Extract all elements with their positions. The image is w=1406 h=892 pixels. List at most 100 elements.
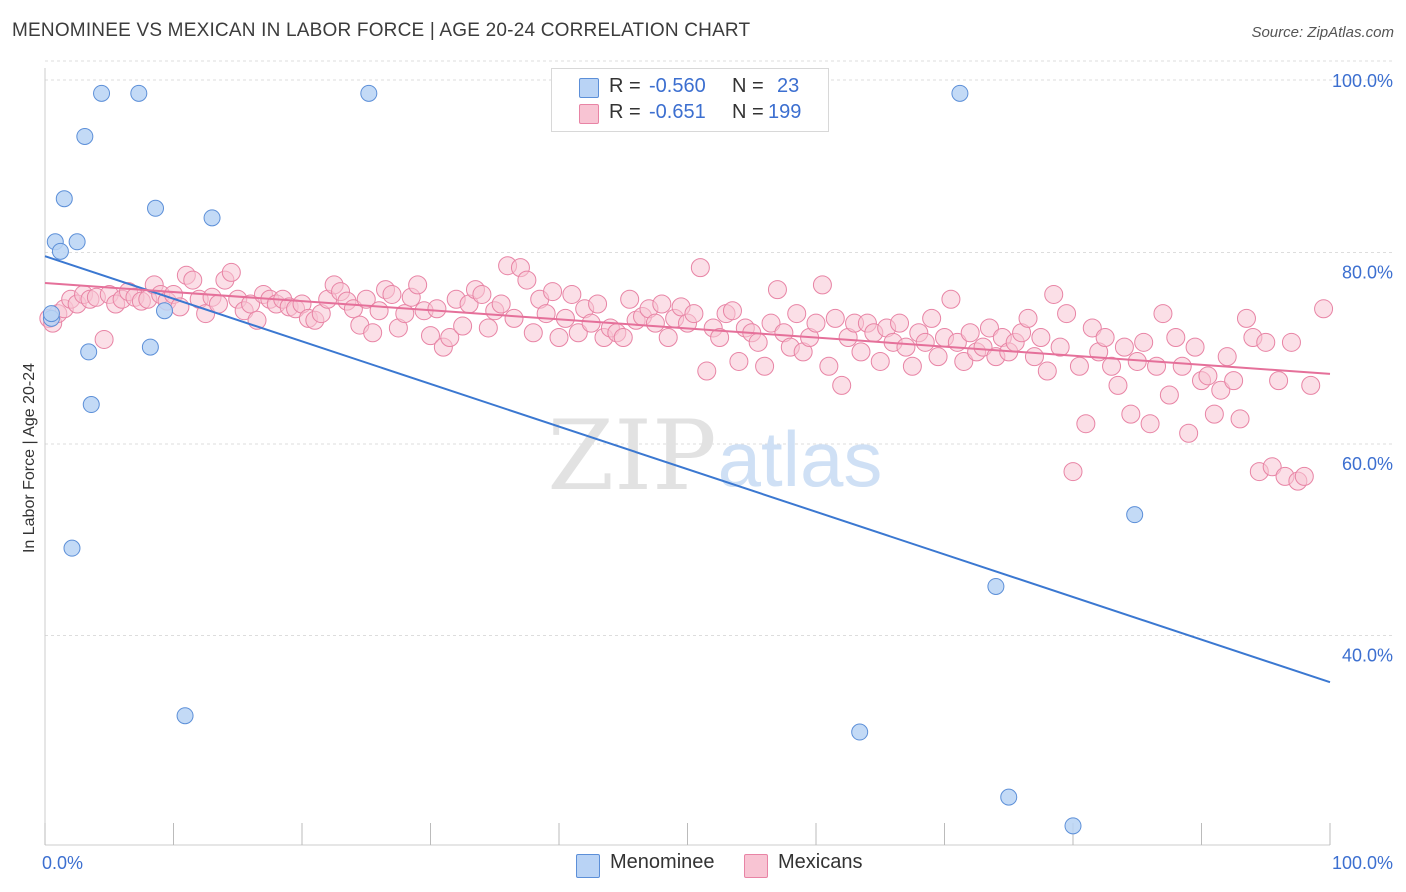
mexican-point	[729, 351, 749, 371]
x-tick-label: 0.0%	[42, 853, 83, 873]
menominee-point	[951, 84, 969, 102]
mexican-point	[870, 351, 890, 371]
axes	[44, 68, 1331, 846]
mexican-point	[787, 304, 807, 324]
menominee-trend-line	[44, 255, 1331, 684]
y-axis-label: In Labor Force | Age 20-24	[21, 362, 38, 554]
mexican-point	[1172, 356, 1192, 376]
tick-labels: 40.0% 60.0% 80.0% 100.0% 0.0% 100.0%	[42, 71, 1393, 873]
mexican-point	[825, 308, 845, 328]
mexican-point	[588, 294, 608, 314]
menominee-point	[851, 723, 869, 741]
mexican-point	[1063, 462, 1083, 482]
mexican-point	[208, 294, 228, 314]
n-value: 23	[777, 75, 800, 97]
mexican-point	[1024, 347, 1044, 367]
menominee-point	[51, 242, 69, 260]
mexican-point	[504, 308, 524, 328]
mexican-point	[690, 258, 710, 278]
menominee-point	[203, 209, 221, 227]
mexican-point	[1217, 347, 1237, 367]
mexican-point	[1095, 328, 1115, 348]
mexican-point	[241, 294, 261, 314]
mexican-point	[581, 313, 601, 333]
menominee-point	[93, 84, 111, 102]
mexican-point	[1256, 332, 1276, 352]
mexican-point	[748, 332, 768, 352]
mexican-point	[472, 284, 492, 304]
menominee-point	[63, 539, 81, 557]
mexican-point	[941, 289, 961, 309]
mexican-point	[915, 332, 935, 352]
n-label: N =	[732, 101, 764, 123]
y-tick-label: 80.0%	[1342, 263, 1393, 283]
mexican-point	[543, 282, 563, 302]
mexican-point	[722, 301, 742, 321]
mexican-point	[1147, 356, 1167, 376]
mexican-point	[523, 323, 543, 343]
x-tick-label: 100.0%	[1332, 853, 1393, 873]
mexican-point	[536, 304, 556, 324]
mexican-point	[710, 328, 730, 348]
mexican-point	[1108, 375, 1128, 395]
legend-swatch-mexicans	[744, 854, 768, 878]
mexican-point	[1134, 332, 1154, 352]
menominee-point	[156, 302, 174, 320]
stats-row-mexicans: R = -0.651 N = 199	[552, 101, 828, 127]
y-tick-label: 100.0%	[1332, 71, 1393, 91]
mexican-point	[1069, 356, 1089, 376]
stats-row-menominee: R = -0.560 N = 23	[552, 75, 828, 101]
menominee-point	[141, 338, 159, 356]
mexican-point	[1114, 337, 1134, 357]
watermark-zip: ZIP	[547, 400, 716, 512]
mexican-point	[1204, 404, 1224, 424]
mexican-point	[369, 301, 389, 321]
mexican-point	[1224, 371, 1244, 391]
n-label: N =	[732, 75, 764, 97]
menominee-point	[76, 127, 94, 145]
mexican-point	[491, 294, 511, 314]
mexican-point	[1076, 414, 1096, 434]
mexican-point	[973, 337, 993, 357]
n-value: 199	[768, 101, 802, 123]
mexican-point	[1185, 337, 1205, 357]
mexican-point	[960, 323, 980, 343]
mexican-point	[620, 289, 640, 309]
mexican-point	[697, 361, 717, 381]
r-value: -0.560	[649, 75, 706, 97]
mexican-point	[183, 270, 203, 290]
mexican-point	[478, 318, 498, 338]
mexican-point	[928, 347, 948, 367]
stats-box: R = -0.560 N = 23 R = -0.651 N = 199	[551, 68, 829, 132]
mexican-point	[1050, 337, 1070, 357]
mexican-point	[979, 318, 999, 338]
mexican-point	[1269, 371, 1289, 391]
watermark: ZIP atlas	[547, 400, 882, 512]
mexican-point	[94, 329, 114, 349]
mexican-point	[1281, 332, 1301, 352]
source-note: Source: ZipAtlas.com	[1251, 24, 1394, 41]
mexican-point	[851, 342, 871, 362]
mexican-point	[1314, 299, 1334, 319]
mexican-point	[427, 299, 447, 319]
mexican-point	[1301, 375, 1321, 395]
r-value: -0.651	[649, 101, 706, 123]
mexican-point	[755, 356, 775, 376]
mexican-point	[562, 284, 582, 304]
menominee-point	[987, 577, 1005, 595]
mexican-point	[922, 308, 942, 328]
mexican-point	[1140, 414, 1160, 434]
mexican-point	[652, 294, 672, 314]
menominee-point	[1064, 817, 1082, 835]
mexican-point	[549, 328, 569, 348]
menominee-point	[82, 396, 100, 414]
menominee-point	[80, 343, 98, 361]
mexican-point	[1198, 366, 1218, 386]
mexican-point	[806, 313, 826, 333]
y-tick-label: 60.0%	[1342, 454, 1393, 474]
mexican-point	[1044, 284, 1064, 304]
mexican-point	[819, 356, 839, 376]
mexican-point	[382, 284, 402, 304]
mexican-point	[1121, 404, 1141, 424]
